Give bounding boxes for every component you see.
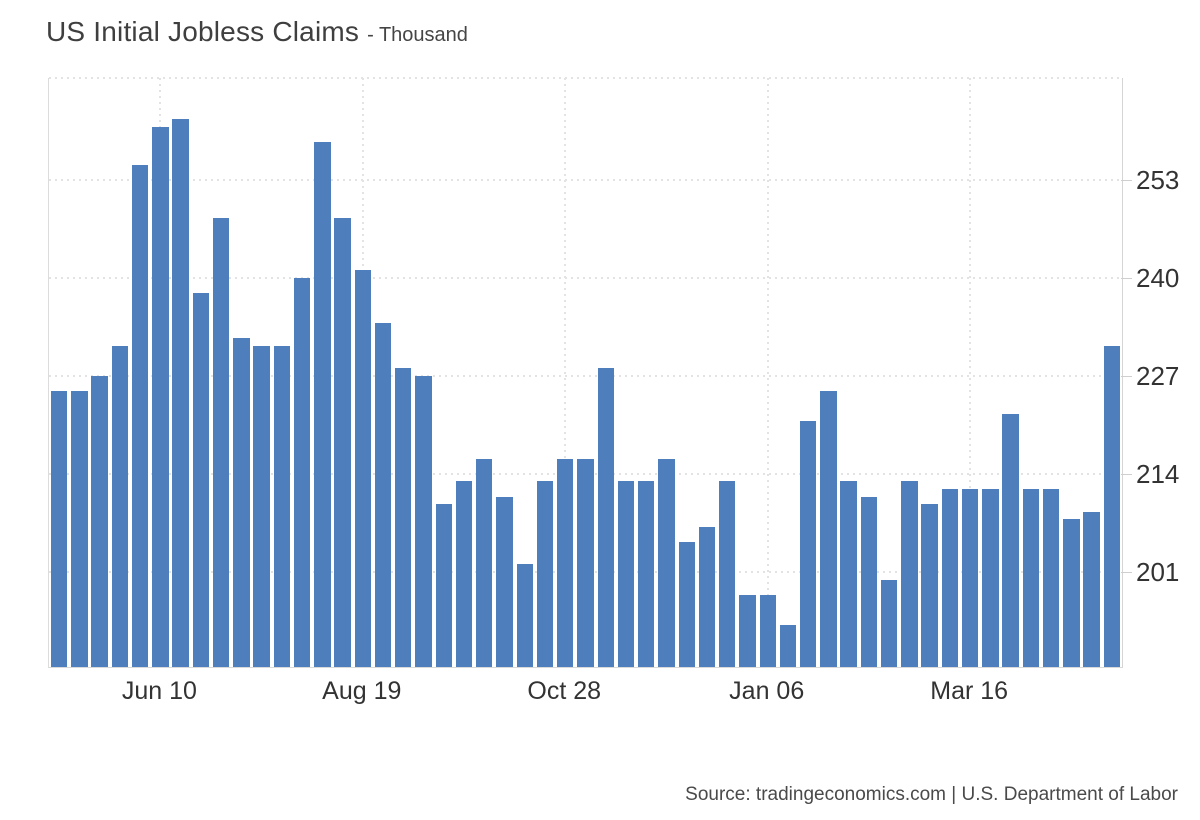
bar xyxy=(820,390,837,667)
bar xyxy=(374,323,392,667)
bar xyxy=(577,458,594,667)
plot-area xyxy=(48,77,1123,668)
bar xyxy=(354,270,371,667)
x-gridline xyxy=(766,78,769,667)
bar xyxy=(779,624,797,667)
bar xyxy=(314,142,331,667)
x-axis-label: Jun 10 xyxy=(121,677,197,705)
page-subtitle: - Thousand xyxy=(367,24,468,46)
bar xyxy=(698,526,716,667)
bar xyxy=(860,496,878,667)
bar xyxy=(536,481,554,667)
bar xyxy=(273,345,290,667)
x-axis-label: Oct 28 xyxy=(527,677,602,705)
bar xyxy=(111,345,129,667)
x-gridline xyxy=(969,78,972,667)
bar xyxy=(1022,489,1040,667)
y-gridline xyxy=(49,178,1122,181)
bar xyxy=(516,564,533,667)
bar xyxy=(1063,519,1080,667)
y-axis-tick xyxy=(1121,277,1132,279)
y-gridline xyxy=(49,374,1122,377)
source-attribution: Source: tradingeconomics.com | U.S. Depa… xyxy=(685,784,1178,805)
y-gridline xyxy=(49,276,1122,279)
bar xyxy=(759,594,776,667)
bar xyxy=(617,481,635,667)
y-axis-label: 201 xyxy=(1136,556,1180,587)
y-axis-tick xyxy=(1121,473,1132,475)
bar xyxy=(961,489,979,667)
x-axis-label: Aug 19 xyxy=(322,677,402,705)
bar xyxy=(455,481,473,667)
bar xyxy=(496,496,513,667)
bar xyxy=(880,579,898,667)
x-gridline xyxy=(564,78,567,667)
y-axis-label: 253 xyxy=(1136,164,1180,195)
y-axis-label: 240 xyxy=(1136,262,1180,293)
bar xyxy=(50,390,68,667)
bar xyxy=(1002,413,1019,667)
y-axis-tick xyxy=(1121,375,1132,377)
bar xyxy=(253,345,270,667)
bar xyxy=(293,277,311,667)
bar xyxy=(334,217,351,667)
bar xyxy=(799,421,817,667)
bar xyxy=(597,368,614,667)
chart-header: US Initial Jobless Claims - Thousand xyxy=(46,16,468,48)
page-title: US Initial Jobless Claims xyxy=(46,16,360,47)
bar xyxy=(233,338,250,667)
bar xyxy=(658,458,675,667)
bar xyxy=(192,292,210,667)
y-axis-tick xyxy=(1121,571,1132,573)
bar xyxy=(172,119,189,667)
bar xyxy=(739,594,756,667)
plot-top-border xyxy=(49,77,1122,79)
bar xyxy=(921,504,938,667)
bar xyxy=(435,504,452,667)
bar xyxy=(395,368,412,667)
bar xyxy=(1042,489,1060,667)
bar xyxy=(1083,511,1100,667)
bar xyxy=(982,489,999,667)
bar xyxy=(941,489,959,667)
y-axis-tick xyxy=(1121,179,1132,181)
bar xyxy=(1103,345,1121,667)
bar xyxy=(476,458,493,667)
bar xyxy=(212,217,230,667)
bar xyxy=(71,390,88,667)
bar xyxy=(840,481,857,667)
bar xyxy=(557,458,574,667)
bar xyxy=(415,375,432,667)
x-axis-label: Jan 06 xyxy=(729,677,805,705)
bar xyxy=(678,541,695,667)
bar xyxy=(901,481,918,667)
bar xyxy=(719,481,736,667)
bar xyxy=(131,164,149,667)
y-axis-label: 214 xyxy=(1136,458,1180,489)
bar xyxy=(152,127,169,667)
bar xyxy=(638,481,655,667)
x-axis-label: Mar 16 xyxy=(930,677,1009,705)
y-axis-label: 227 xyxy=(1136,360,1180,391)
bar xyxy=(91,375,108,667)
